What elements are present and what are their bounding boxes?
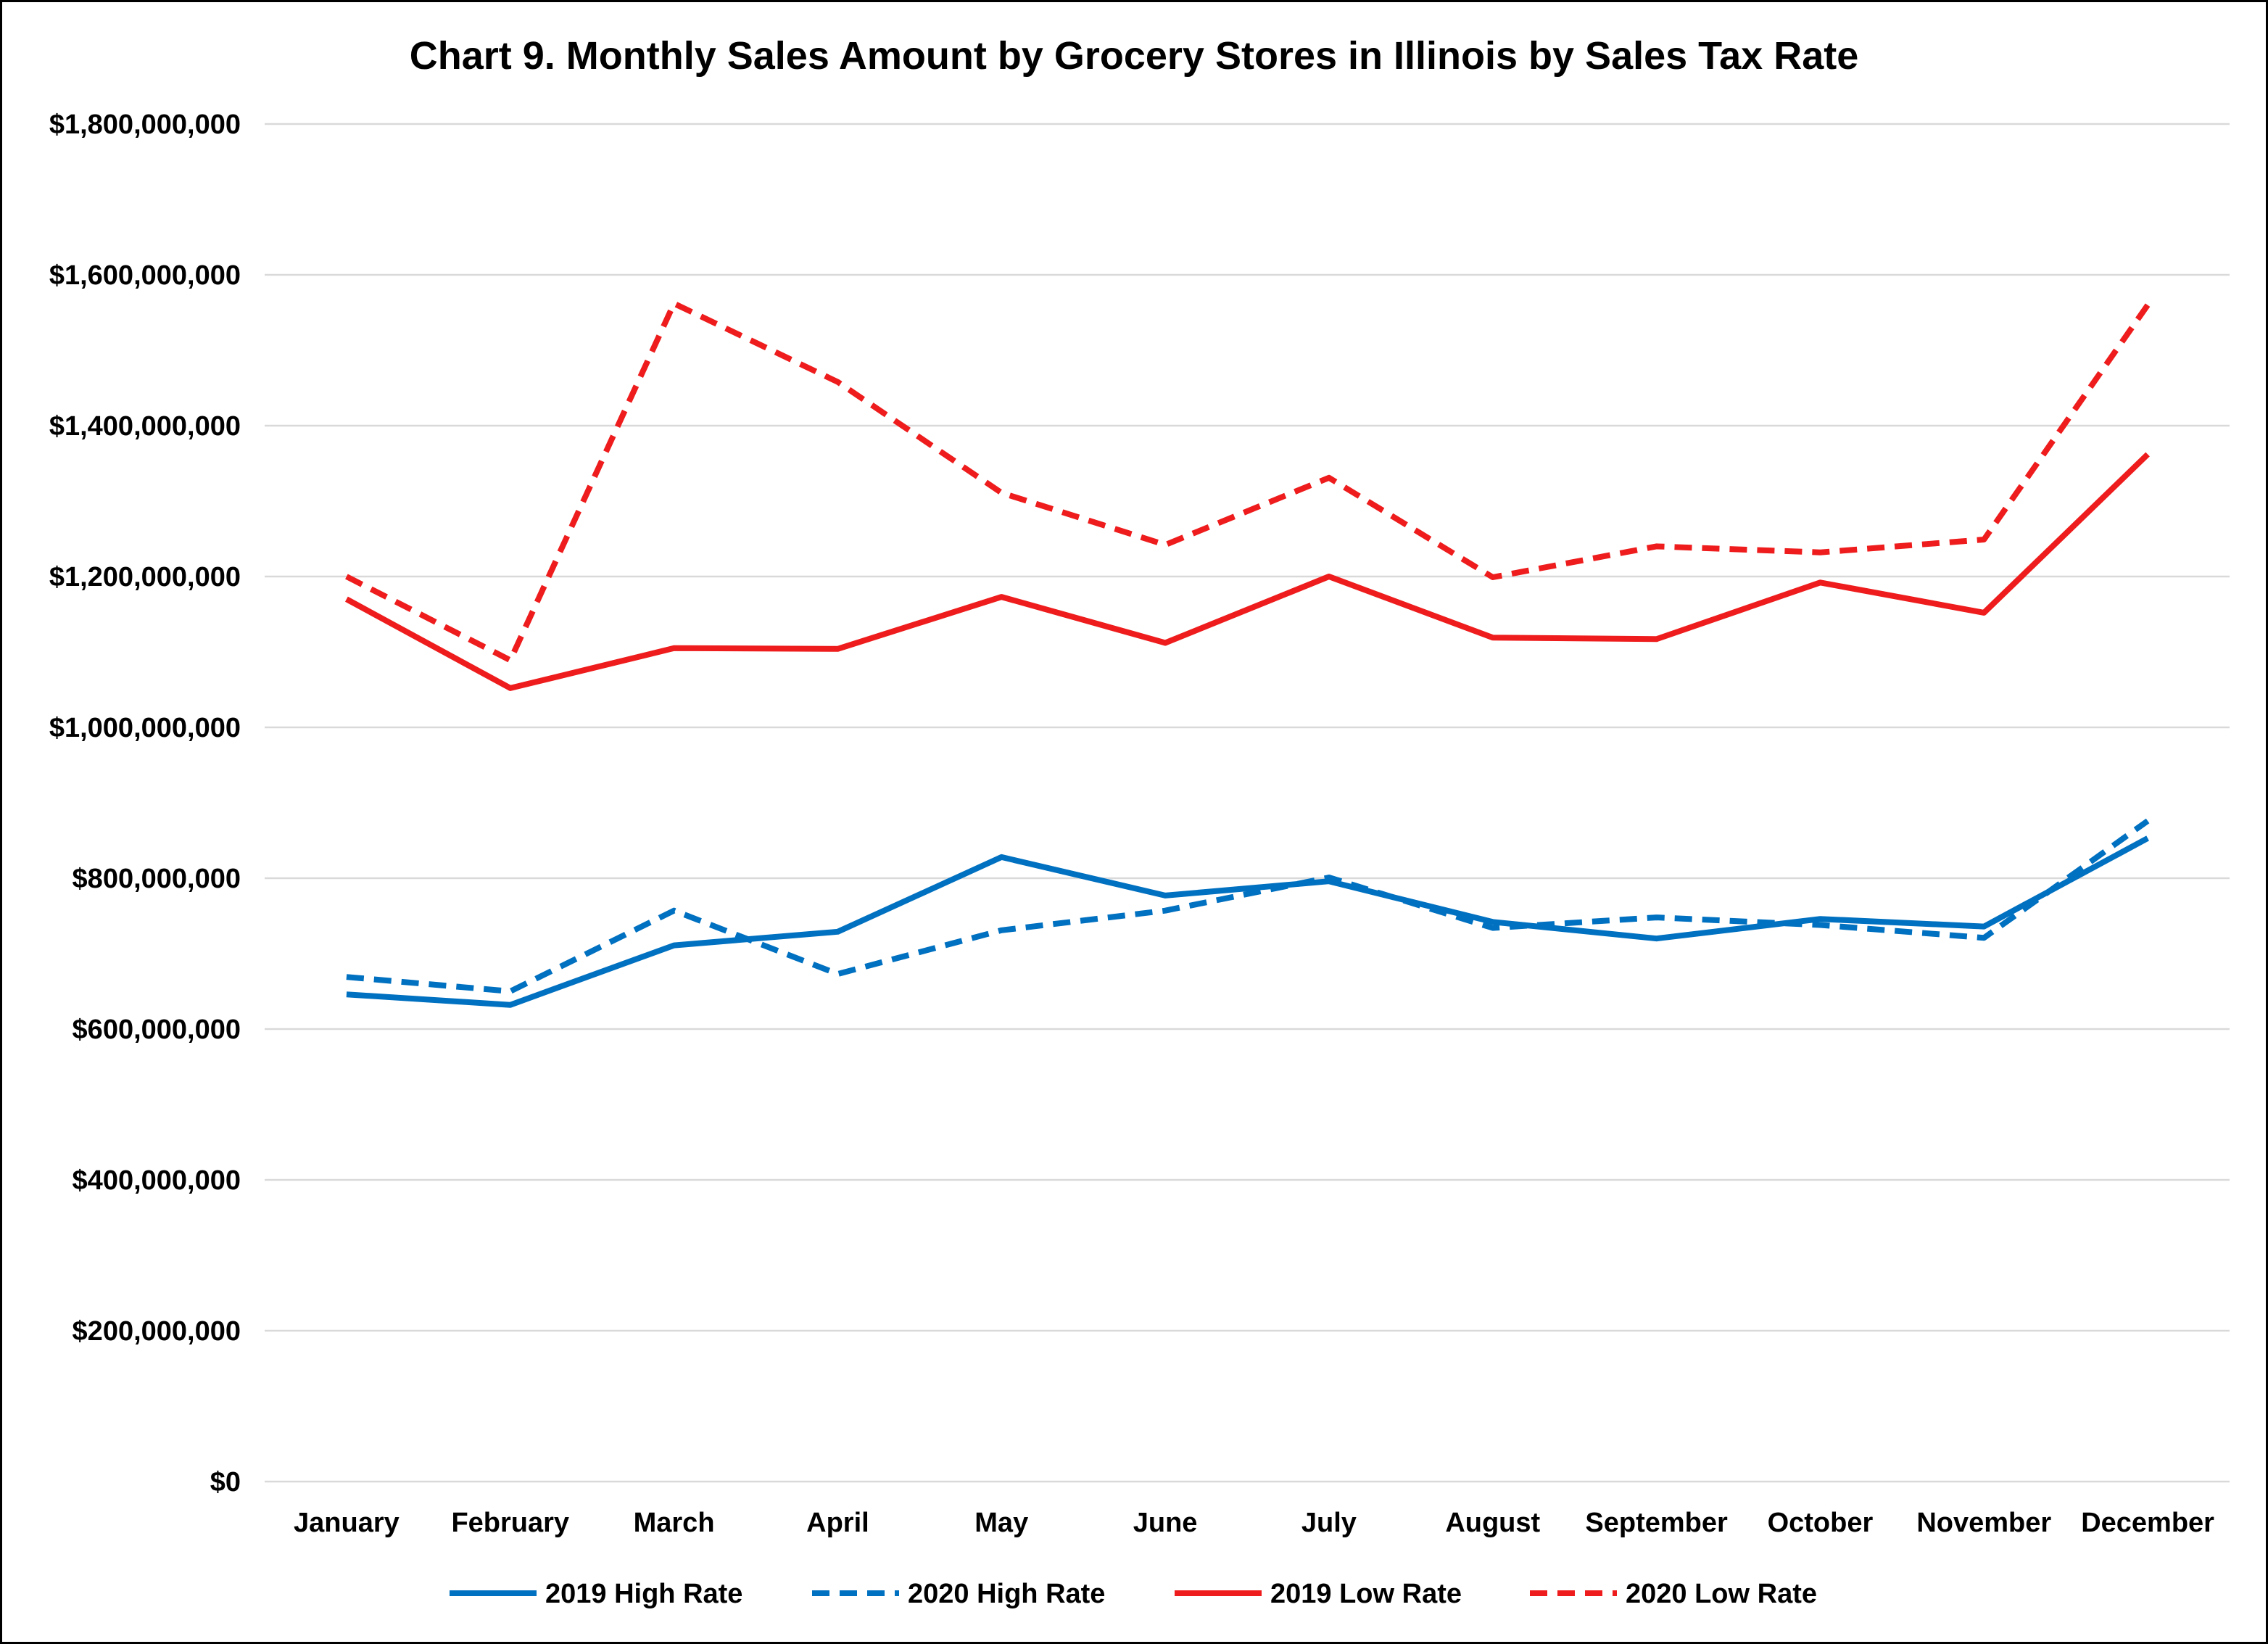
legend-label: 2020 High Rate <box>908 1579 1105 1609</box>
x-tick-label: July <box>1301 1508 1357 1538</box>
x-tick-label: August <box>1445 1508 1540 1538</box>
y-tick-label: $1,400,000,000 <box>49 411 241 442</box>
legend: 2019 High Rate 2020 High Rate 2019 Low Rat… <box>450 1579 1817 1609</box>
y-tick-label: $600,000,000 <box>73 1015 241 1045</box>
legend-label: 2020 Low Rate <box>1626 1579 1817 1609</box>
x-tick-label: December <box>2081 1508 2214 1538</box>
x-tick-label: November <box>1916 1508 2051 1538</box>
x-tick-label: February <box>451 1508 569 1538</box>
y-tick-label: $1,000,000,000 <box>49 713 241 743</box>
series-line-2020-high-rate <box>346 818 2150 994</box>
legend-label: 2019 Low Rate <box>1270 1579 1462 1609</box>
x-tick-label: October <box>1768 1508 1874 1538</box>
x-tick-label: March <box>634 1508 715 1538</box>
x-tick-label: January <box>294 1508 400 1538</box>
x-tick-label: June <box>1133 1508 1198 1538</box>
y-tick-label: $1,800,000,000 <box>49 110 241 140</box>
chart-title: Chart 9. Monthly Sales Amount by Grocery… <box>410 34 1859 78</box>
y-axis-tick-labels: $0 $200,000,000 $400,000,000 $600,000,000 $8… <box>49 110 241 1498</box>
y-tick-label: $1,200,000,000 <box>49 562 241 592</box>
y-tick-label: $0 <box>210 1467 241 1498</box>
x-axis-tick-labels: January February March April May June July Augu… <box>294 1508 2214 1538</box>
x-tick-label: May <box>974 1508 1028 1538</box>
series-line-2020-low-rate <box>345 300 2151 664</box>
gridlines <box>265 123 2230 1483</box>
y-tick-label: $800,000,000 <box>73 864 241 894</box>
legend-label: 2019 High Rate <box>545 1579 742 1609</box>
series-line-2019-high-rate <box>346 835 2149 1008</box>
y-tick-label: $200,000,000 <box>73 1316 241 1347</box>
y-tick-label: $1,600,000,000 <box>49 260 241 291</box>
x-tick-label: April <box>806 1508 869 1538</box>
x-tick-label: September <box>1585 1508 1728 1538</box>
y-tick-label: $400,000,000 <box>73 1165 241 1196</box>
series-lines <box>344 300 2151 1008</box>
series-line-2019-low-rate <box>344 452 2150 691</box>
